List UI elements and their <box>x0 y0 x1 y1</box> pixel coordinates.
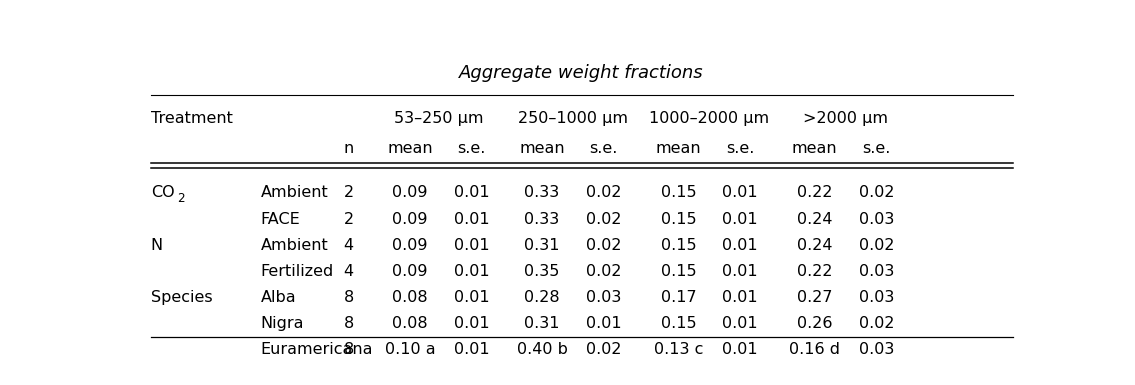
Text: 0.01: 0.01 <box>722 342 758 357</box>
Text: 2: 2 <box>344 186 354 201</box>
Text: 0.22: 0.22 <box>797 264 833 279</box>
Text: 8: 8 <box>344 342 354 357</box>
Text: 0.33: 0.33 <box>524 211 560 226</box>
Text: 0.10 a: 0.10 a <box>385 342 436 357</box>
Text: n: n <box>344 141 354 156</box>
Text: Aggregate weight fractions: Aggregate weight fractions <box>460 64 704 82</box>
Text: Fertilized: Fertilized <box>261 264 334 279</box>
Text: 0.03: 0.03 <box>859 290 894 305</box>
Text: 0.02: 0.02 <box>586 342 622 357</box>
Text: 0.17: 0.17 <box>661 290 696 305</box>
Text: 0.02: 0.02 <box>586 186 622 201</box>
Text: Euramericana: Euramericana <box>261 342 373 357</box>
Text: 0.01: 0.01 <box>722 186 758 201</box>
Text: N: N <box>151 238 162 253</box>
Text: 8: 8 <box>344 316 354 331</box>
Text: 2: 2 <box>344 211 354 226</box>
Text: 0.02: 0.02 <box>858 316 894 331</box>
Text: 0.13 c: 0.13 c <box>654 342 704 357</box>
Text: 4: 4 <box>344 238 354 253</box>
Text: 0.01: 0.01 <box>722 238 758 253</box>
Text: 0.01: 0.01 <box>454 211 489 226</box>
Text: s.e.: s.e. <box>589 141 617 156</box>
Text: 0.02: 0.02 <box>858 186 894 201</box>
Text: 0.03: 0.03 <box>859 342 894 357</box>
Text: 0.35: 0.35 <box>524 264 560 279</box>
Text: 1000–2000 μm: 1000–2000 μm <box>649 111 770 126</box>
Text: Alba: Alba <box>261 290 296 305</box>
Text: >2000 μm: >2000 μm <box>804 111 888 126</box>
Text: 8: 8 <box>344 290 354 305</box>
Text: mean: mean <box>792 141 838 156</box>
Text: 0.24: 0.24 <box>797 238 833 253</box>
Text: 0.31: 0.31 <box>524 238 560 253</box>
Text: 0.01: 0.01 <box>454 186 489 201</box>
Text: 0.33: 0.33 <box>524 186 560 201</box>
Text: Ambient: Ambient <box>261 186 328 201</box>
Text: 0.01: 0.01 <box>454 290 489 305</box>
Text: 0.01: 0.01 <box>586 316 622 331</box>
Text: 0.01: 0.01 <box>722 264 758 279</box>
Text: 0.08: 0.08 <box>393 290 428 305</box>
Text: 0.09: 0.09 <box>393 211 428 226</box>
Text: 0.15: 0.15 <box>661 186 696 201</box>
Text: FACE: FACE <box>261 211 301 226</box>
Text: 0.08: 0.08 <box>393 316 428 331</box>
Text: 2: 2 <box>177 192 185 205</box>
Text: 0.40 b: 0.40 b <box>516 342 568 357</box>
Text: 0.16 d: 0.16 d <box>789 342 840 357</box>
Text: CO: CO <box>151 186 175 201</box>
Text: Treatment: Treatment <box>151 111 233 126</box>
Text: 0.01: 0.01 <box>454 316 489 331</box>
Text: 0.03: 0.03 <box>859 264 894 279</box>
Text: 0.01: 0.01 <box>722 290 758 305</box>
Text: s.e.: s.e. <box>863 141 891 156</box>
Text: 0.01: 0.01 <box>722 316 758 331</box>
Text: 0.15: 0.15 <box>661 316 696 331</box>
Text: 0.28: 0.28 <box>524 290 560 305</box>
Text: 0.02: 0.02 <box>586 211 622 226</box>
Text: 0.01: 0.01 <box>454 342 489 357</box>
Text: Species: Species <box>151 290 212 305</box>
Text: 0.02: 0.02 <box>858 238 894 253</box>
Text: 0.31: 0.31 <box>524 316 560 331</box>
Text: mean: mean <box>520 141 565 156</box>
Text: mean: mean <box>656 141 701 156</box>
Text: 0.03: 0.03 <box>586 290 621 305</box>
Text: 0.15: 0.15 <box>661 264 696 279</box>
Text: s.e.: s.e. <box>457 141 486 156</box>
Text: Nigra: Nigra <box>261 316 304 331</box>
Text: 0.26: 0.26 <box>797 316 833 331</box>
Text: 4: 4 <box>344 264 354 279</box>
Text: 0.15: 0.15 <box>661 211 696 226</box>
Text: s.e.: s.e. <box>726 141 755 156</box>
Text: 0.01: 0.01 <box>454 264 489 279</box>
Text: 0.09: 0.09 <box>393 238 428 253</box>
Text: 250–1000 μm: 250–1000 μm <box>518 111 628 126</box>
Text: 0.24: 0.24 <box>797 211 833 226</box>
Text: 0.09: 0.09 <box>393 264 428 279</box>
Text: mean: mean <box>387 141 432 156</box>
Text: 0.15: 0.15 <box>661 238 696 253</box>
Text: 0.02: 0.02 <box>586 264 622 279</box>
Text: 0.02: 0.02 <box>586 238 622 253</box>
Text: Ambient: Ambient <box>261 238 328 253</box>
Text: 0.01: 0.01 <box>454 238 489 253</box>
Text: 0.09: 0.09 <box>393 186 428 201</box>
Text: 53–250 μm: 53–250 μm <box>394 111 484 126</box>
Text: 0.01: 0.01 <box>722 211 758 226</box>
Text: 0.27: 0.27 <box>797 290 833 305</box>
Text: 0.22: 0.22 <box>797 186 833 201</box>
Text: 0.03: 0.03 <box>859 211 894 226</box>
